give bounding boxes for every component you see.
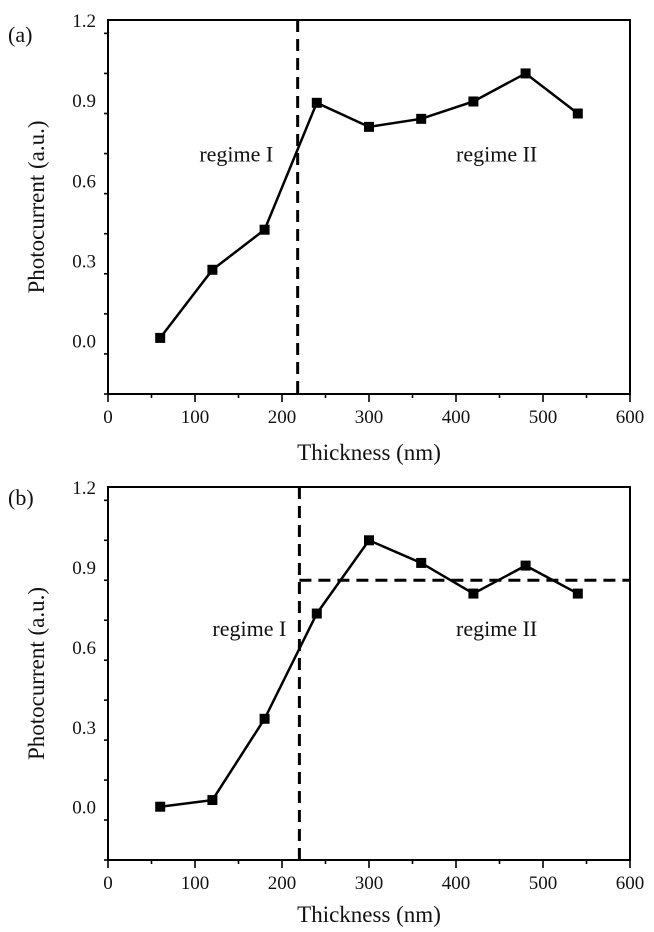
data-point [520, 560, 531, 571]
y-axis-label: Photocurrent (a.u.) [24, 587, 49, 760]
x-tick-label: 400 [442, 873, 471, 894]
y-tick-label: 0.9 [72, 558, 96, 579]
y-tick-label: 0.0 [72, 798, 96, 819]
chart-panel-a: 0 100 200 300 400 500 600 0.0 0.3 0.6 0.9 1.2 Thickn… [8, 11, 644, 465]
y-tick-label: 0.9 [72, 91, 96, 112]
regime-2-label: regime II [456, 142, 537, 167]
panel-label: (b) [8, 485, 34, 510]
data-point [416, 557, 427, 568]
x-tick-label: 500 [529, 873, 558, 894]
x-tick-label: 0 [103, 407, 113, 428]
panel-label: (a) [8, 22, 32, 47]
regime-1-label: regime I [212, 616, 286, 641]
y-tick-label: 0.3 [72, 251, 96, 272]
data-point [311, 608, 322, 619]
x-tick-label: 500 [529, 407, 558, 428]
data-point [572, 108, 583, 119]
plot-frame [107, 19, 631, 395]
data-point [364, 121, 374, 132]
x-tick-label: 400 [442, 407, 471, 428]
x-tick-label: 0 [103, 873, 113, 894]
data-point [468, 96, 479, 107]
x-tick-label: 200 [268, 873, 297, 894]
regime-1-label: regime I [199, 142, 273, 167]
y-tick-label: 1.2 [72, 11, 96, 32]
data-point [520, 68, 531, 79]
data-point [207, 795, 218, 806]
y-tick-label: 0.6 [72, 638, 96, 659]
data-point [259, 224, 270, 235]
regime-2-label: regime II [456, 616, 537, 641]
x-tick-label: 600 [616, 873, 645, 894]
data-point [311, 97, 322, 108]
x-tick-label: 300 [355, 873, 384, 894]
x-tick-label: 200 [268, 407, 297, 428]
data-point [416, 113, 427, 124]
x-axis-label: Thickness (nm) [297, 902, 441, 927]
x-tick-label: 600 [616, 407, 645, 428]
chart-panel-b: 0 100 200 300 400 500 600 0.0 0.3 0.6 0.9 1.2 Thickn… [8, 478, 644, 927]
x-tick-label: 100 [181, 873, 210, 894]
x-tick-label: 100 [181, 407, 210, 428]
y-tick-label: 0.0 [72, 332, 96, 353]
y-tick-label: 0.3 [72, 718, 96, 739]
data-point [572, 588, 583, 599]
series-line [159, 71, 579, 339]
data-point [364, 535, 374, 546]
y-tick-label: 1.2 [72, 478, 96, 499]
data-point [207, 264, 218, 275]
x-tick-label: 300 [355, 407, 384, 428]
x-axis-label: Thickness (nm) [297, 440, 441, 465]
y-axis-label: Photocurrent (a.u.) [24, 120, 49, 293]
data-point [468, 588, 479, 599]
data-point [155, 332, 166, 343]
data-point [155, 801, 166, 812]
y-tick-label: 0.6 [72, 171, 96, 192]
data-point [259, 713, 270, 724]
